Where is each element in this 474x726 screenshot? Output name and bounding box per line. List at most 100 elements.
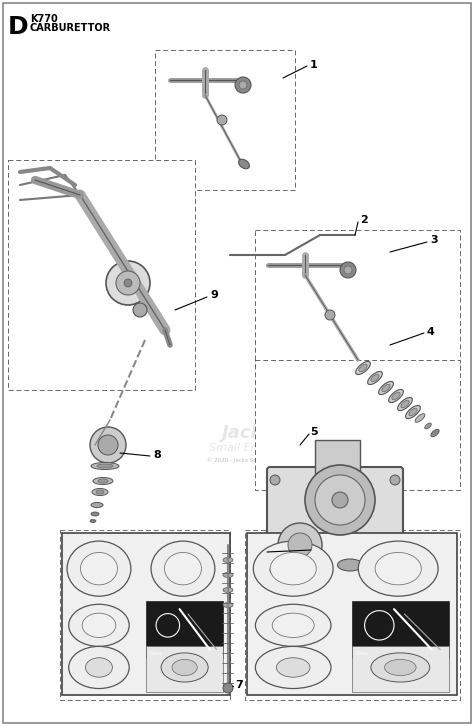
Ellipse shape [398, 397, 412, 410]
Circle shape [340, 262, 356, 278]
Ellipse shape [91, 512, 99, 516]
Text: 5: 5 [310, 427, 318, 437]
Ellipse shape [91, 502, 103, 507]
Circle shape [270, 565, 280, 575]
Ellipse shape [379, 381, 393, 394]
Ellipse shape [392, 392, 400, 400]
Ellipse shape [98, 479, 108, 483]
Ellipse shape [371, 375, 379, 382]
Circle shape [116, 271, 140, 295]
Ellipse shape [337, 559, 363, 571]
Circle shape [278, 523, 322, 567]
Bar [255, 230, 460, 370]
Circle shape [270, 475, 280, 485]
Text: Jacks: Jacks [222, 424, 274, 442]
Bar [146, 646, 223, 692]
Circle shape [98, 435, 118, 455]
Ellipse shape [255, 646, 331, 688]
Text: 4: 4 [427, 327, 435, 337]
Text: 1: 1 [310, 60, 318, 70]
Ellipse shape [82, 613, 116, 637]
Circle shape [124, 279, 132, 287]
FancyBboxPatch shape [267, 467, 403, 583]
Bar [8, 160, 195, 390]
Ellipse shape [164, 552, 201, 585]
Circle shape [106, 261, 150, 305]
Text: Small Engines: Small Engines [209, 443, 287, 453]
Text: 2: 2 [360, 215, 368, 225]
Ellipse shape [255, 604, 331, 646]
Circle shape [344, 266, 352, 274]
Circle shape [332, 492, 348, 508]
Bar [315, 440, 360, 475]
Ellipse shape [276, 658, 310, 677]
Ellipse shape [389, 389, 403, 402]
Text: 9: 9 [210, 290, 218, 300]
Ellipse shape [409, 408, 417, 416]
Ellipse shape [172, 659, 197, 676]
Ellipse shape [382, 384, 390, 392]
Ellipse shape [253, 541, 333, 596]
Circle shape [305, 465, 375, 535]
Text: CARBURETTOR: CARBURETTOR [30, 23, 111, 33]
Ellipse shape [69, 646, 129, 688]
Ellipse shape [431, 429, 439, 437]
Circle shape [315, 475, 365, 525]
Ellipse shape [375, 552, 421, 585]
Text: D: D [8, 15, 28, 39]
Ellipse shape [92, 489, 108, 496]
Ellipse shape [69, 604, 129, 646]
Ellipse shape [91, 462, 119, 470]
Ellipse shape [272, 613, 314, 637]
Circle shape [325, 310, 335, 320]
Circle shape [217, 115, 227, 125]
Bar [60, 530, 230, 700]
Text: 6: 6 [313, 544, 321, 554]
Ellipse shape [67, 541, 131, 596]
Ellipse shape [223, 587, 233, 592]
Circle shape [390, 565, 400, 575]
Ellipse shape [93, 478, 113, 484]
Ellipse shape [356, 362, 370, 375]
Ellipse shape [384, 659, 416, 676]
Circle shape [90, 427, 126, 463]
Circle shape [239, 81, 247, 89]
Bar [245, 530, 460, 700]
Bar [352, 601, 448, 658]
Ellipse shape [90, 520, 96, 523]
Bar [352, 646, 448, 692]
Bar [62, 533, 230, 695]
Ellipse shape [85, 658, 112, 677]
Ellipse shape [415, 414, 425, 423]
Ellipse shape [359, 364, 367, 372]
Bar [155, 50, 295, 190]
Ellipse shape [223, 573, 233, 577]
Ellipse shape [151, 541, 215, 596]
Text: © 2020 - Jacks Small Engines: © 2020 - Jacks Small Engines [207, 457, 289, 462]
Ellipse shape [81, 552, 118, 585]
Ellipse shape [270, 552, 316, 585]
Ellipse shape [401, 400, 409, 408]
Ellipse shape [425, 423, 431, 429]
Bar [146, 601, 223, 658]
Bar [255, 360, 460, 490]
Ellipse shape [223, 603, 233, 608]
Bar [247, 533, 457, 695]
Circle shape [235, 77, 251, 93]
Ellipse shape [97, 464, 113, 468]
Circle shape [390, 475, 400, 485]
Circle shape [288, 533, 312, 557]
Text: 7: 7 [235, 680, 243, 690]
Ellipse shape [371, 653, 430, 682]
Ellipse shape [161, 653, 208, 682]
Circle shape [223, 683, 233, 693]
Text: K770: K770 [30, 14, 58, 24]
Circle shape [133, 303, 147, 317]
Text: 3: 3 [430, 235, 438, 245]
Ellipse shape [96, 490, 104, 494]
Text: Conv.: Conv. [356, 651, 370, 656]
Ellipse shape [223, 558, 233, 563]
Text: Conv.: Conv. [149, 651, 163, 656]
Ellipse shape [368, 372, 383, 385]
Ellipse shape [406, 405, 420, 419]
